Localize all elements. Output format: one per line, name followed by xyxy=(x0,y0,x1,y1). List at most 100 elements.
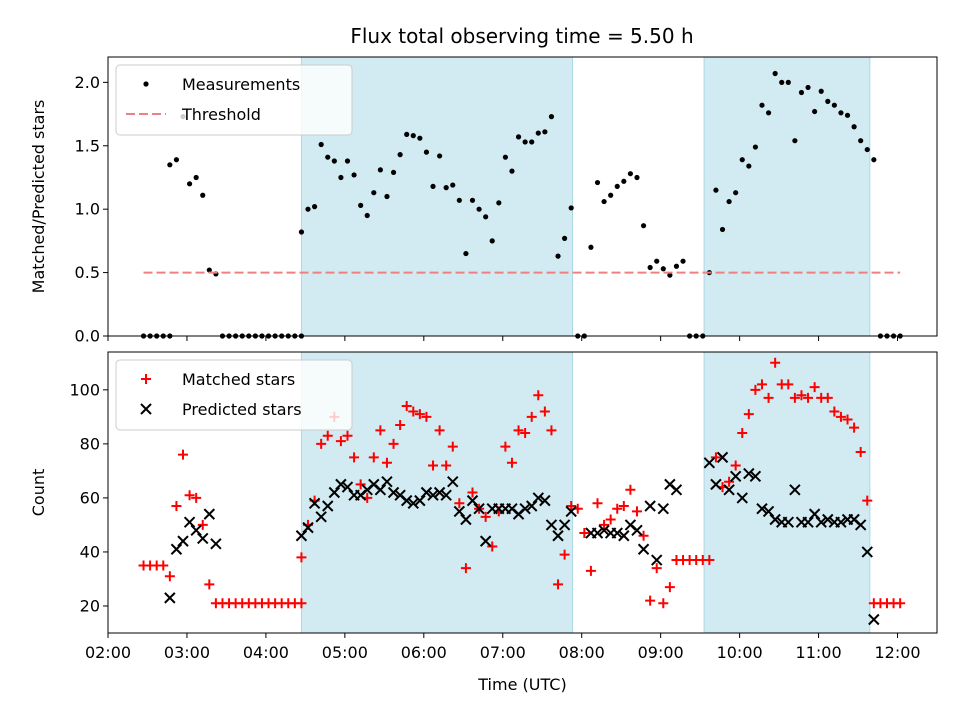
matched-point xyxy=(710,452,721,463)
predicted-point xyxy=(466,494,479,507)
measurement-point xyxy=(173,157,180,163)
measurement-point xyxy=(779,79,785,85)
predicted-point xyxy=(591,527,604,539)
measurement-point xyxy=(364,212,370,219)
legend-label: Threshold xyxy=(181,105,261,124)
measurement-point xyxy=(614,183,620,189)
legend: Measurements Threshold xyxy=(115,64,353,136)
legend-label: Measurements xyxy=(182,75,300,94)
predicted-point xyxy=(315,511,327,523)
matched-point xyxy=(763,392,774,403)
predicted-point xyxy=(657,503,670,515)
measurement-point xyxy=(621,178,627,184)
measurement-point xyxy=(588,244,594,250)
matched-point xyxy=(638,530,649,541)
measurement-point xyxy=(502,154,508,160)
matched-point xyxy=(178,449,189,460)
predicted-point xyxy=(170,543,183,555)
matched-point xyxy=(618,501,629,512)
measurement-point xyxy=(719,226,726,233)
legend-cross-swatch xyxy=(140,403,152,415)
x-tick-label: 10:00 xyxy=(717,643,763,662)
predicted-point xyxy=(644,500,656,512)
matched-point xyxy=(526,411,537,422)
measurement-point xyxy=(469,197,476,203)
measurement-point xyxy=(680,258,686,264)
matched-point xyxy=(355,479,366,490)
predicted-point xyxy=(815,516,827,528)
predicted-point xyxy=(322,500,334,512)
measurement-point xyxy=(186,181,193,187)
predicted-point xyxy=(190,524,202,537)
predicted-point xyxy=(552,530,564,542)
matched-point xyxy=(401,401,412,412)
matched-point xyxy=(197,519,208,530)
y-tick-label: 0.0 xyxy=(75,327,100,346)
predicted-point xyxy=(545,519,558,531)
predicted-point xyxy=(433,486,446,499)
predicted-point xyxy=(177,535,189,547)
matched-point xyxy=(204,579,215,590)
matched-point xyxy=(520,428,531,439)
predicted-point xyxy=(802,516,814,528)
measurement-point xyxy=(858,138,864,144)
predicted-point xyxy=(539,494,551,507)
matched-point xyxy=(375,425,386,436)
measurement-point xyxy=(562,235,568,241)
predicted-point xyxy=(341,481,354,493)
x-tick-label: 07:00 xyxy=(480,643,526,662)
measurement-point xyxy=(627,171,634,177)
measurement-point xyxy=(410,133,416,139)
predicted-point xyxy=(822,513,834,526)
predicted-point xyxy=(762,505,775,518)
matched-point xyxy=(421,411,432,422)
predicted-point xyxy=(710,478,722,491)
x-tick-label: 04:00 xyxy=(243,643,289,662)
predicted-point xyxy=(183,516,196,528)
matched-point xyxy=(605,514,616,525)
x-tick-label: 06:00 xyxy=(401,643,447,662)
measurement-point xyxy=(390,169,397,176)
measurement-point xyxy=(568,205,574,211)
measurement-point xyxy=(838,110,844,116)
measurement-point xyxy=(594,179,601,186)
matched-point xyxy=(441,460,452,471)
predicted-point xyxy=(736,492,748,504)
measurement-point xyxy=(772,70,778,77)
measurement-point xyxy=(193,174,199,181)
x-axis-label: Time (UTC) xyxy=(477,675,566,694)
x-tick-label: 05:00 xyxy=(322,643,368,662)
measurement-point xyxy=(371,190,377,196)
matched-point xyxy=(158,560,169,571)
series-0 xyxy=(138,357,906,609)
matched-point xyxy=(796,390,807,401)
measurement-point xyxy=(640,223,647,229)
shaded-interval-1 xyxy=(703,351,871,634)
predicted-point xyxy=(723,484,735,496)
matched-point xyxy=(539,406,550,417)
matched-point xyxy=(434,425,445,436)
measurement-point xyxy=(443,185,449,191)
predicted-point xyxy=(716,451,729,464)
predicted-point xyxy=(197,532,209,545)
x-tick-label: 09:00 xyxy=(638,643,684,662)
matched-point xyxy=(895,598,906,609)
matched-point xyxy=(381,457,392,468)
measurement-point xyxy=(489,238,495,244)
predicted-point xyxy=(302,521,314,534)
predicted-point xyxy=(447,475,459,488)
matched-point xyxy=(454,498,465,509)
legend-dot-swatch xyxy=(143,81,149,87)
matched-point xyxy=(829,406,840,417)
y-axis-label: Count xyxy=(29,469,48,517)
predicted-point xyxy=(335,478,347,491)
matched-point xyxy=(533,390,544,401)
legend-box xyxy=(115,359,353,431)
measurement-point xyxy=(765,110,772,116)
measurement-point xyxy=(759,102,765,108)
predicted-point xyxy=(558,519,571,531)
matched-point xyxy=(395,419,406,430)
matched-point xyxy=(546,425,557,436)
predicted-point xyxy=(473,503,485,515)
predicted-point xyxy=(782,516,795,528)
